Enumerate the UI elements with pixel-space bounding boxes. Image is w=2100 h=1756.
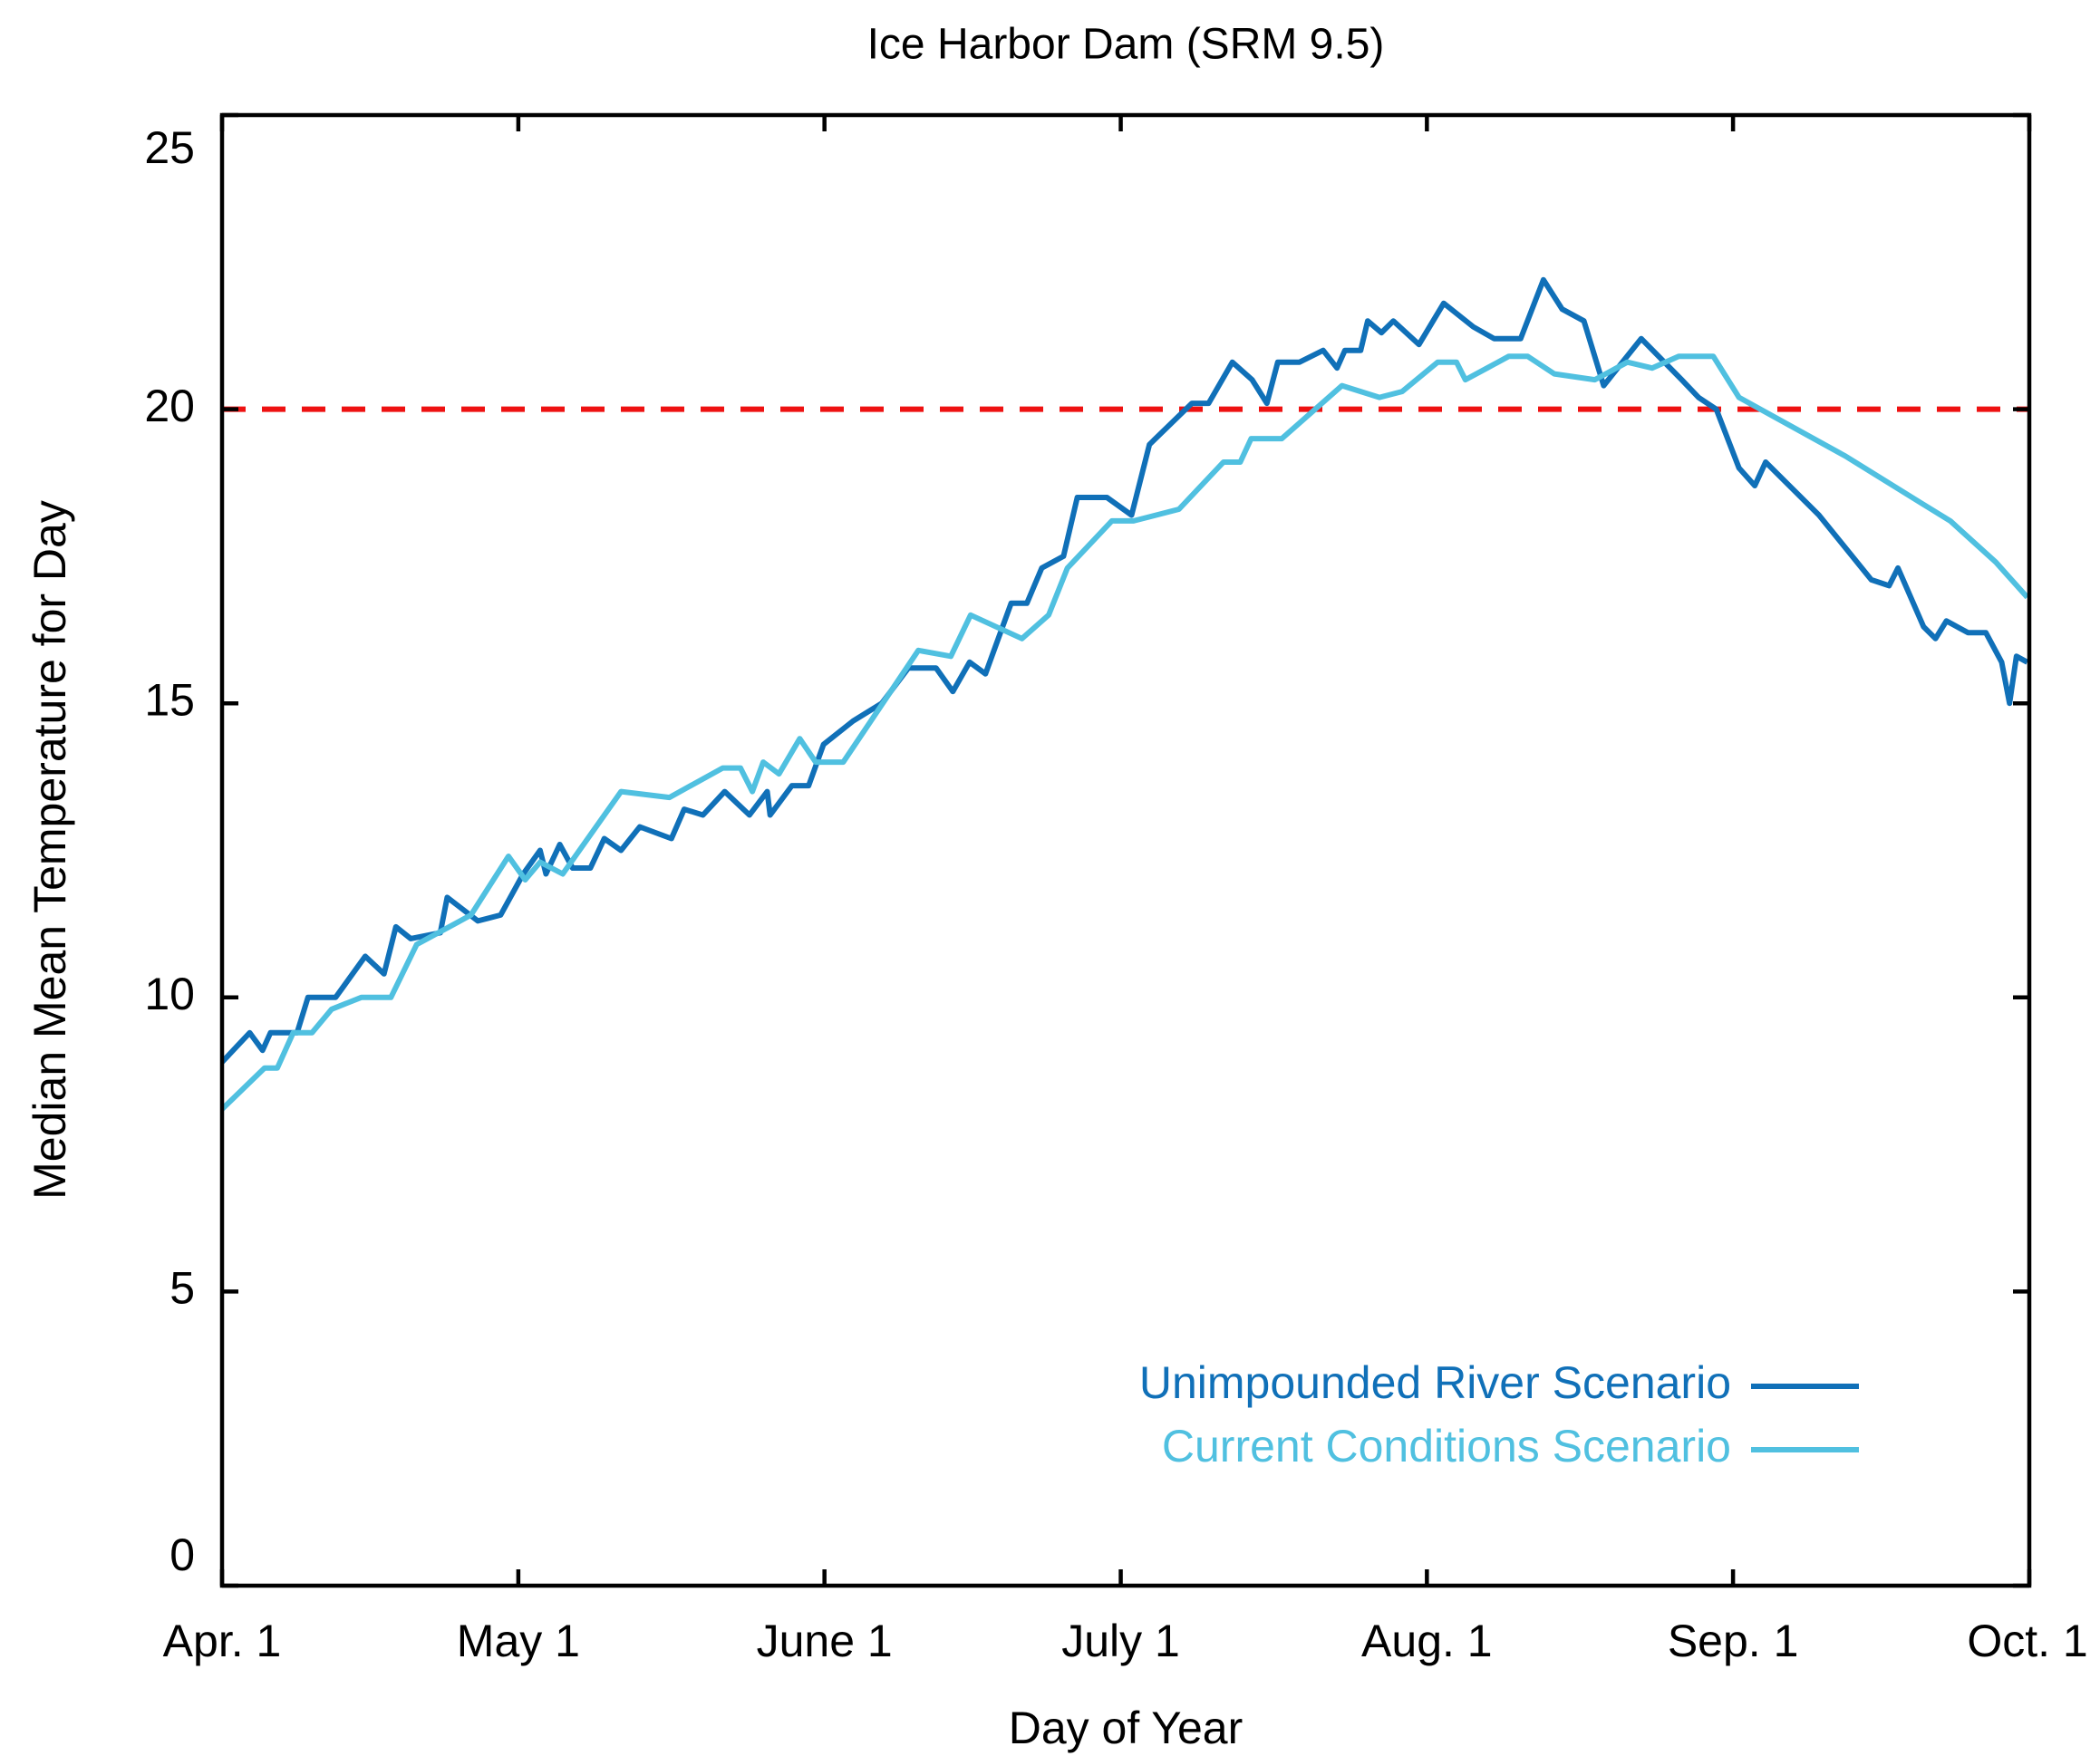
plot-frame [219, 112, 2032, 1588]
x-tick-label: Apr. 1 [163, 1616, 282, 1666]
x-tick-label: Aug. 1 [1361, 1616, 1493, 1666]
data-line [219, 276, 2029, 1065]
legend-label: Current Conditions Scenario [1162, 1421, 1731, 1471]
y-tick-label: 25 [144, 122, 195, 173]
data-line [219, 353, 2030, 1112]
x-tick-label: Oct. 1 [1967, 1616, 2087, 1666]
y-tick-label: 20 [144, 381, 195, 431]
x-tick-label: June 1 [757, 1616, 893, 1666]
y-tick-label: 5 [169, 1263, 195, 1314]
x-tick-label: Sep. 1 [1668, 1616, 1799, 1666]
y-tick-label: 10 [144, 969, 195, 1019]
y-tick-label: 0 [169, 1529, 195, 1580]
x-tick-label: May 1 [457, 1616, 580, 1666]
x-tick-label: July 1 [1061, 1616, 1180, 1666]
legend-label: Unimpounded River Scenario [1139, 1357, 1731, 1408]
y-axis-title: Median Mean Temperature for Day [24, 500, 75, 1200]
chart-title: Ice Harbor Dam (SRM 9.5) [867, 21, 1385, 69]
x-axis-title: Day of Year [1009, 1703, 1244, 1753]
y-tick-label: 15 [144, 674, 195, 725]
